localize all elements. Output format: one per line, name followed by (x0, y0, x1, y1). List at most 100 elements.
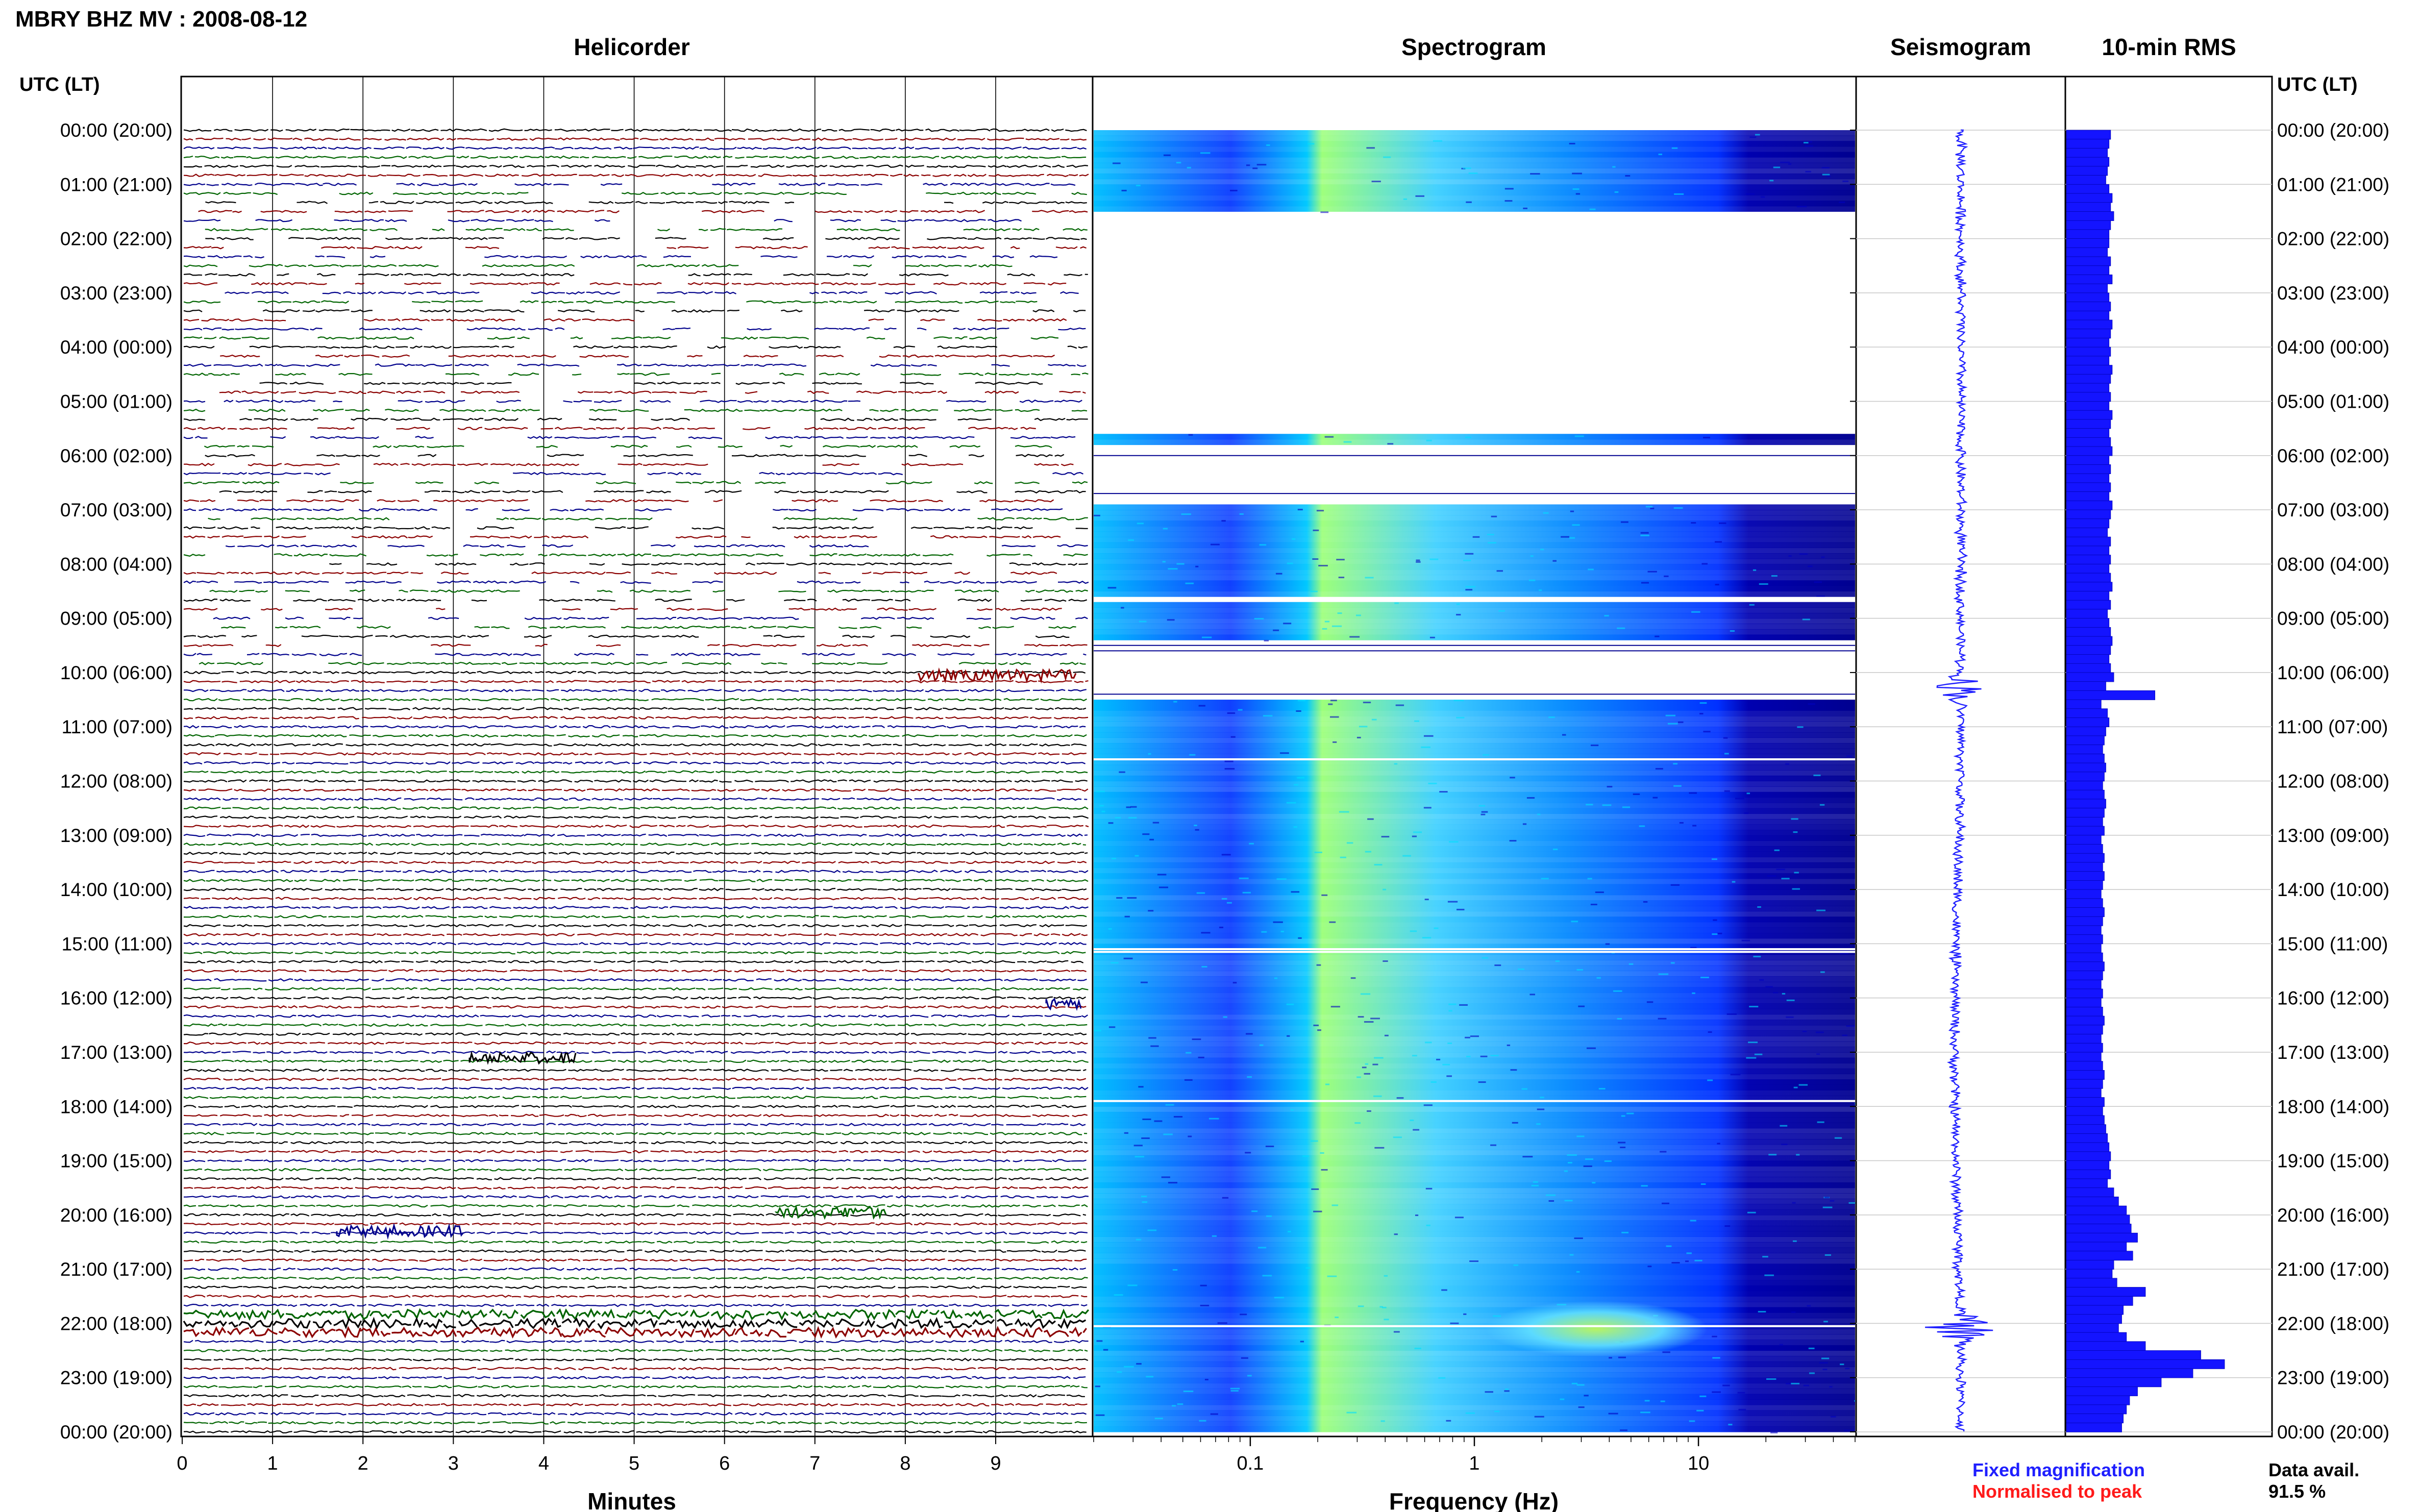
spectrogram-speckle (1773, 992, 1779, 994)
spectrogram-speckle (1305, 1267, 1311, 1269)
spectrogram-row (1094, 1329, 1855, 1335)
spectrogram-row (1094, 922, 1855, 928)
time-label-left: 13:00 (09:00) (60, 825, 172, 846)
spectrogram-speckle (1447, 1042, 1452, 1044)
spectrogram-speckle (1786, 999, 1795, 1001)
spectrogram-row (1094, 1280, 1855, 1286)
rms-bar (2066, 1115, 2105, 1125)
spectrogram-speckle (1797, 726, 1804, 728)
rms-bar (2066, 880, 2103, 890)
helicorder-trace-row (219, 490, 1086, 494)
helicorder-trace-row (183, 607, 1062, 611)
helicorder-trace-row (183, 318, 1067, 322)
rms-bar (2066, 979, 2102, 989)
spectrogram-speckle (1387, 443, 1394, 445)
spectrogram-speckle (1365, 851, 1372, 853)
spectrogram-x-tick-label: 0.1 (1237, 1453, 1264, 1474)
helicorder-x-tick-label: 7 (809, 1453, 820, 1474)
spectrogram-speckle (1617, 627, 1625, 629)
rms-bar (2066, 853, 2105, 863)
time-label-left: 22:00 (18:00) (60, 1313, 172, 1334)
spectrogram-speckle (1674, 193, 1684, 195)
rms-bar (2066, 1305, 2124, 1315)
spectrogram-speckle (1522, 1156, 1533, 1158)
spectrogram-speckle (1821, 167, 1830, 169)
spectrogram-speckle (1781, 878, 1790, 880)
spectrogram-speckle (1690, 1220, 1696, 1222)
spectrogram-row (1094, 591, 1855, 597)
spectrogram-speckle (1163, 1133, 1173, 1135)
rms-bar (2066, 546, 2110, 556)
spectrogram-speckle (1330, 716, 1339, 718)
spectrogram-row (1094, 189, 1855, 196)
spectrogram-speckle (1424, 899, 1429, 901)
spectrogram-row (1094, 1334, 1855, 1340)
rms-bar (2066, 1224, 2132, 1234)
spectrogram-row (1094, 1291, 1855, 1297)
spectrogram-speckle (1296, 710, 1301, 712)
rms-title: 10-min RMS (2102, 34, 2236, 60)
time-label-right: 11:00 (07:00) (2277, 716, 2388, 737)
helicorder-trace-row (209, 589, 1088, 593)
spectrogram-speckle (1128, 539, 1134, 541)
spectrogram-speckle (1448, 1003, 1457, 1005)
spectrogram-row (1094, 624, 1855, 630)
spectrogram-speckle (1679, 822, 1684, 824)
spectrogram-row (1094, 168, 1855, 174)
spectrogram-speckle (1465, 553, 1474, 555)
spectrogram-speckle (1666, 1245, 1672, 1247)
spectrogram-speckle (1374, 864, 1383, 866)
spectrogram-speckle (1490, 1144, 1497, 1146)
spectrogram-speckle (1327, 1275, 1337, 1277)
spectrogram-speckle (1456, 716, 1465, 718)
spectrogram-speckle (1412, 835, 1417, 837)
rms-bar (2066, 627, 2111, 637)
spectrogram-speckle (1667, 723, 1678, 725)
spectrogram-speckle (1230, 189, 1238, 191)
spectrogram-speckle (1753, 956, 1761, 958)
spectrogram-speckle (1842, 180, 1849, 182)
spectrogram-speckle (1719, 522, 1726, 524)
spectrogram-speckle (1293, 826, 1297, 828)
spectrogram-speckle (1562, 734, 1566, 736)
spectrogram-speckle (1287, 562, 1293, 564)
spectrogram-speckle (1586, 804, 1593, 806)
spectrogram-row (1094, 1301, 1855, 1308)
rms-bar (2066, 889, 2102, 899)
spectrogram-speckle (1273, 921, 1283, 923)
spectrogram-speckle (1247, 1076, 1252, 1078)
time-label-left: 09:00 (05:00) (60, 608, 172, 629)
spectrogram-row (1094, 1220, 1855, 1226)
spectrogram-speckle (1201, 636, 1212, 638)
spectrogram-speckle (1658, 153, 1663, 155)
rms-bar (2066, 1178, 2108, 1188)
spectrogram-row (1094, 1274, 1855, 1280)
spectrogram-speckle (1598, 1088, 1606, 1090)
spectrogram-speckle (1749, 136, 1757, 138)
spectrogram-row (1094, 1090, 1855, 1096)
rms-bar (2066, 618, 2110, 628)
spectrogram-speckle (1167, 619, 1175, 621)
spectrogram-row (1094, 1372, 1855, 1378)
spectrogram-row (1094, 944, 1855, 950)
spectrogram-row (1094, 835, 1855, 841)
spectrogram-speckle (1374, 1147, 1385, 1149)
spectrogram-speckle (1410, 930, 1417, 932)
spectrogram-speckle (1540, 549, 1544, 551)
spectrogram-speckle (1286, 802, 1296, 804)
spectrogram-speckle (1564, 1200, 1573, 1202)
spectrogram-speckle (1788, 163, 1792, 165)
spectrogram-speckle (1730, 630, 1735, 632)
spectrogram-row (1094, 1084, 1855, 1090)
spectrogram-speckle (1115, 816, 1121, 819)
helicorder-trace-row (183, 435, 1076, 439)
spectrogram-speckle (1689, 1420, 1695, 1422)
spectrogram-row (1094, 1144, 1855, 1150)
helicorder-trace-row (205, 228, 1088, 232)
spectrogram-row (1094, 1356, 1855, 1362)
spectrogram-speckle (1363, 702, 1371, 704)
spectrogram-speckle (1357, 1016, 1364, 1018)
time-label-right: 12:00 (08:00) (2277, 771, 2389, 792)
spectrogram-speckle (1465, 589, 1473, 591)
spectrogram-speckle (1251, 1210, 1258, 1212)
